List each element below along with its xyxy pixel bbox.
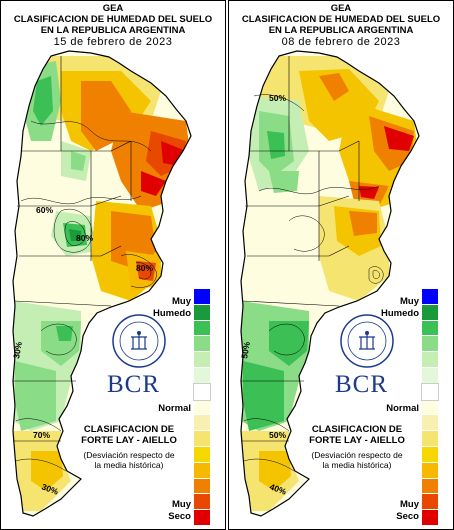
map-date: 08 de febrero de 2023 xyxy=(281,36,401,48)
legend-swatch xyxy=(422,352,438,368)
contour-label: 50% xyxy=(269,93,286,103)
map-title-line2: EN LA REPUBLICA ARGENTINA xyxy=(40,25,186,36)
legend-swatch xyxy=(422,367,438,384)
map-title-line2: EN LA REPUBLICA ARGENTINA xyxy=(268,25,414,36)
legend-top-label-2: Humedo xyxy=(381,308,419,319)
legend-swatch xyxy=(194,399,210,416)
contour-label: 70% xyxy=(33,430,50,440)
legend-swatch xyxy=(194,431,210,447)
classification-line1: CLASIFICACION DE xyxy=(311,424,403,435)
legend-swatch xyxy=(422,494,438,511)
contour-label: 80% xyxy=(136,263,153,273)
classification-line1: CLASIFICACION DE xyxy=(83,424,175,435)
contour-label: 60% xyxy=(36,205,53,215)
legend-swatch xyxy=(194,478,210,495)
legend-swatch xyxy=(422,415,438,432)
legend-swatch xyxy=(193,382,211,401)
legend-bottom-label-1: Muy xyxy=(400,499,419,510)
argentina-soil-moisture-map: 50% 50% 50% 40% xyxy=(239,50,420,517)
legend-swatch xyxy=(194,367,210,384)
legend-swatch xyxy=(194,320,210,337)
legend-swatch xyxy=(422,304,438,321)
legend-top-label-1: Muy xyxy=(400,296,419,307)
description-line2: la media histórica) xyxy=(94,460,164,470)
legend-swatch xyxy=(194,462,210,479)
legend-bottom-label-2: Seco xyxy=(168,511,191,522)
map-date: 15 de febrero de 2023 xyxy=(53,36,173,48)
map-title-line1: CLASIFICACION DE HUMEDAD DEL SUELO xyxy=(13,14,213,25)
org-label: GEA xyxy=(102,3,124,14)
contour-label: 50% xyxy=(239,340,252,359)
org-label: GEA xyxy=(330,3,352,14)
bcr-logo-text: BCR xyxy=(107,371,161,398)
legend-swatch xyxy=(194,289,210,305)
legend-swatch xyxy=(422,446,438,463)
legend-swatch xyxy=(194,352,210,368)
color-legend xyxy=(193,289,211,526)
bcr-logo-text: BCR xyxy=(335,371,389,398)
bcr-seal-logo xyxy=(340,314,394,368)
color-legend xyxy=(421,289,439,526)
legend-swatch xyxy=(422,431,438,447)
legend-swatch xyxy=(194,510,210,526)
legend-swatch xyxy=(422,510,438,526)
legend-swatch xyxy=(422,320,438,337)
legend-swatch xyxy=(422,462,438,479)
legend-swatch xyxy=(194,446,210,463)
argentina-soil-moisture-map: 60% 80% 80% 30% 70% 30% xyxy=(11,50,192,517)
legend-top-label-1: Muy xyxy=(172,296,191,307)
legend-swatch xyxy=(421,382,439,401)
legend-bottom-label-2: Seco xyxy=(396,511,419,522)
map-panel-left: 60% 80% 80% 30% 70% 30% GEA CLASIFICACIO… xyxy=(0,0,226,530)
legend-top-label-2: Humedo xyxy=(153,308,191,319)
legend-swatch xyxy=(422,289,438,305)
contour-label: 50% xyxy=(269,430,286,440)
legend-swatch xyxy=(194,336,210,353)
legend-mid-label: Normal xyxy=(158,403,191,414)
map-title-line1: CLASIFICACION DE HUMEDAD DEL SUELO xyxy=(241,14,441,25)
classification-line2: FORTE LAY - AIELLO xyxy=(81,435,177,446)
description-line1: (Desviación respecto de xyxy=(83,450,175,460)
description-line1: (Desviación respecto de xyxy=(311,450,403,460)
classification-line2: FORTE LAY - AIELLO xyxy=(309,435,405,446)
legend-swatch xyxy=(194,415,210,432)
legend-swatch xyxy=(422,399,438,416)
contour-label: 30% xyxy=(11,340,24,359)
bcr-seal-logo xyxy=(112,314,166,368)
contour-label: 80% xyxy=(76,233,93,243)
map-panel-right: 50% 50% 50% 40% GEA CLASIFICACION DE HUM… xyxy=(228,0,454,530)
legend-swatch xyxy=(194,304,210,321)
legend-mid-label: Normal xyxy=(386,403,419,414)
legend-swatch xyxy=(194,494,210,511)
legend-bottom-label-1: Muy xyxy=(172,499,191,510)
legend-swatch xyxy=(422,336,438,353)
legend-swatch xyxy=(422,478,438,495)
description-line2: la media histórica) xyxy=(322,460,392,470)
